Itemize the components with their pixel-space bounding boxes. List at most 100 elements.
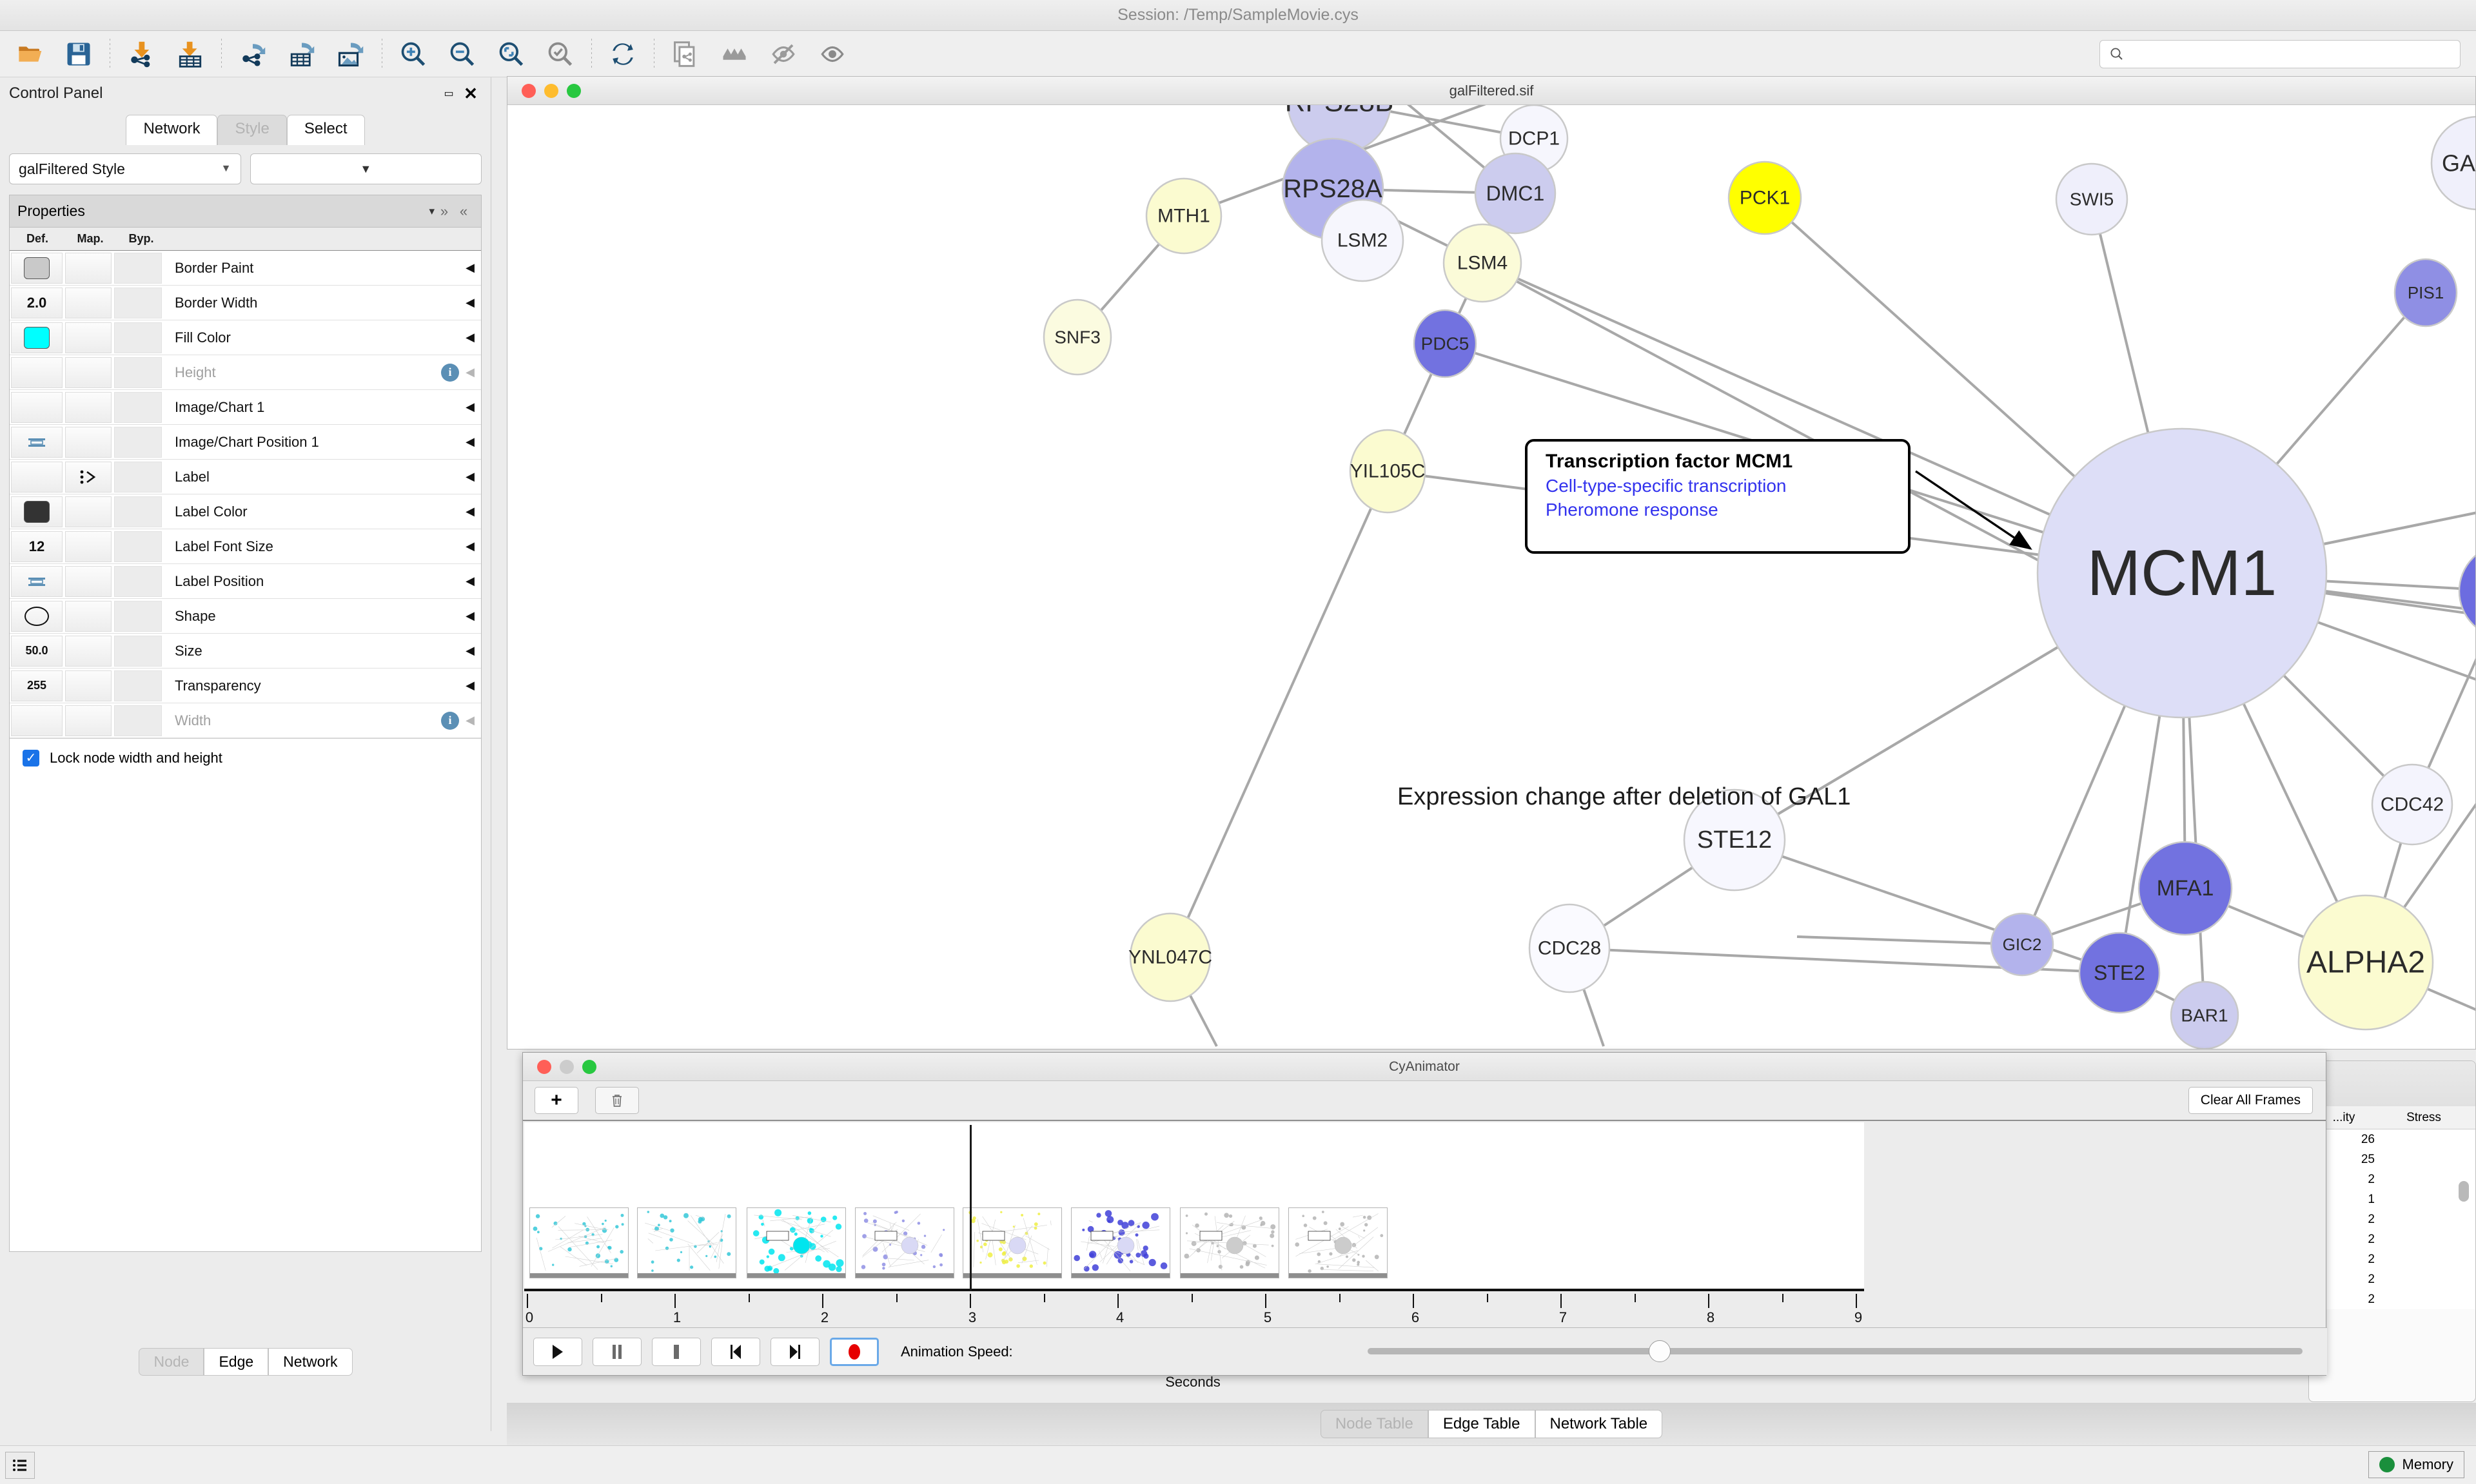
property-row[interactable]: Image/Chart 1 ◀ (10, 390, 481, 425)
expand-all-icon[interactable]: » (440, 202, 449, 219)
cyanimator-timeline-track[interactable] (524, 1122, 1864, 1291)
expand-arrow-icon[interactable]: ◀ (466, 470, 475, 483)
property-default-cell[interactable]: 12 (11, 531, 63, 562)
property-mapping-cell[interactable] (65, 426, 112, 458)
search-input[interactable] (2131, 46, 2460, 62)
property-bypass-cell[interactable] (114, 531, 162, 562)
property-row[interactable]: Image/Chart Position 1 ◀ (10, 425, 481, 460)
property-row[interactable]: Fill Color ◀ (10, 320, 481, 355)
network-node[interactable]: MTH1 (1145, 177, 1223, 255)
collapse-all-icon[interactable]: « (459, 202, 468, 219)
network-node[interactable]: GAL80 (2430, 115, 2475, 211)
zoom-out-icon[interactable] (438, 34, 487, 75)
network-node[interactable]: MCM1 (2036, 427, 2328, 719)
property-default-cell[interactable] (11, 600, 63, 632)
table-row[interactable]: 2 (2309, 1229, 2475, 1249)
tab-network-table[interactable]: Network Table (1535, 1410, 1663, 1438)
import-network-icon[interactable] (117, 34, 166, 75)
network-edge[interactable] (1169, 471, 1389, 958)
show-icon[interactable] (808, 34, 857, 75)
save-session-icon[interactable] (54, 34, 103, 75)
property-default-cell[interactable] (11, 426, 63, 458)
add-frame-button[interactable]: + (535, 1087, 578, 1114)
network-node[interactable]: SWI5 (2055, 162, 2128, 236)
playhead[interactable] (970, 1125, 972, 1291)
property-row[interactable]: Shape ◀ (10, 599, 481, 634)
tab-node[interactable]: Node (139, 1348, 204, 1376)
network-node[interactable]: YIL105C (1349, 429, 1426, 514)
pause-button[interactable] (593, 1337, 642, 1366)
delete-frame-button[interactable] (595, 1087, 639, 1114)
network-node[interactable]: MFA1 (2137, 841, 2233, 936)
tab-select[interactable]: Select (286, 115, 365, 145)
animation-speed-slider[interactable] (1368, 1348, 2303, 1354)
table-row[interactable]: 2 (2309, 1209, 2475, 1229)
property-row[interactable]: 255 Transparency ◀ (10, 669, 481, 703)
property-row[interactable]: Label Color ◀ (10, 494, 481, 529)
property-mapping-cell[interactable] (65, 391, 112, 423)
property-default-cell[interactable] (11, 391, 63, 423)
frame-thumbnail[interactable] (1071, 1207, 1170, 1278)
network-node[interactable]: SNF3 (1043, 298, 1112, 376)
record-button[interactable] (830, 1337, 879, 1366)
info-icon[interactable]: i (441, 363, 459, 382)
property-default-cell[interactable] (11, 356, 63, 388)
export-network-icon[interactable] (228, 34, 277, 75)
network-node[interactable]: DMC1 (1474, 152, 1557, 235)
expand-arrow-icon[interactable]: ◀ (466, 435, 475, 448)
property-mapping-cell[interactable] (65, 705, 112, 736)
property-bypass-cell[interactable] (114, 496, 162, 527)
export-table-icon[interactable] (277, 34, 326, 75)
property-default-cell[interactable] (11, 322, 63, 353)
first-frame-button[interactable] (711, 1337, 760, 1366)
minimize-icon[interactable] (544, 83, 558, 98)
network-node[interactable]: CDC42 (2371, 763, 2453, 846)
network-node[interactable]: GIC2 (1990, 912, 2054, 977)
stop-button[interactable] (652, 1337, 701, 1366)
open-session-icon[interactable] (5, 34, 54, 75)
network-node[interactable]: MFA2 (2458, 544, 2475, 638)
expand-arrow-icon[interactable]: ◀ (466, 679, 475, 692)
table-row[interactable]: 1 (2309, 1189, 2475, 1209)
property-default-cell[interactable] (11, 705, 63, 736)
property-row[interactable]: Height i ◀ (10, 355, 481, 390)
network-node[interactable]: PIS1 (2393, 258, 2458, 327)
property-bypass-cell[interactable] (114, 391, 162, 423)
close-icon[interactable]: ✕ (464, 83, 478, 103)
zoom-fit-icon[interactable] (487, 34, 536, 75)
frame-thumbnail[interactable] (1288, 1207, 1388, 1278)
network-node[interactable]: PDC5 (1413, 309, 1477, 378)
table-row[interactable]: 2 (2309, 1289, 2475, 1309)
tab-style[interactable]: Style (217, 115, 287, 145)
property-mapping-cell[interactable] (65, 252, 112, 284)
close-icon[interactable] (537, 1059, 551, 1074)
expand-arrow-icon[interactable]: ◀ (466, 574, 475, 587)
color-swatch[interactable] (24, 326, 50, 349)
property-bypass-cell[interactable] (114, 670, 162, 701)
property-mapping-cell[interactable] (65, 287, 112, 318)
expand-arrow-icon[interactable]: ◀ (466, 400, 475, 413)
chevron-down-icon[interactable]: ▾ (429, 204, 435, 217)
property-bypass-cell[interactable] (114, 356, 162, 388)
expand-arrow-icon[interactable]: ◀ (466, 644, 475, 657)
network-edge[interactable] (1734, 839, 2120, 974)
network-annotation[interactable]: Transcription factor MCM1 Cell-type-spec… (1525, 439, 1911, 554)
tab-node-table[interactable]: Node Table (1320, 1410, 1428, 1438)
property-mapping-cell[interactable] (65, 322, 112, 353)
expand-arrow-icon[interactable]: ◀ (466, 261, 475, 274)
tab-edge[interactable]: Edge (204, 1348, 269, 1376)
table-row[interactable]: 2 (2309, 1249, 2475, 1269)
hide-icon[interactable] (759, 34, 808, 75)
network-node[interactable]: PCK1 (1727, 161, 1802, 235)
property-default-cell[interactable] (11, 252, 63, 284)
property-default-cell[interactable] (11, 565, 63, 597)
table-scrollbar[interactable] (2459, 1181, 2469, 1202)
expand-arrow-icon[interactable]: ◀ (466, 609, 475, 622)
network-node[interactable]: LSM2 (1321, 199, 1404, 282)
property-mapping-cell[interactable] (65, 670, 112, 701)
expand-arrow-icon[interactable]: ◀ (466, 366, 475, 378)
table-row[interactable]: 2 (2309, 1269, 2475, 1289)
network-node[interactable]: CDC28 (1528, 903, 1611, 993)
lock-node-size-row[interactable]: ✓ Lock node width and height (10, 738, 481, 777)
expand-arrow-icon[interactable]: ◀ (466, 714, 475, 727)
